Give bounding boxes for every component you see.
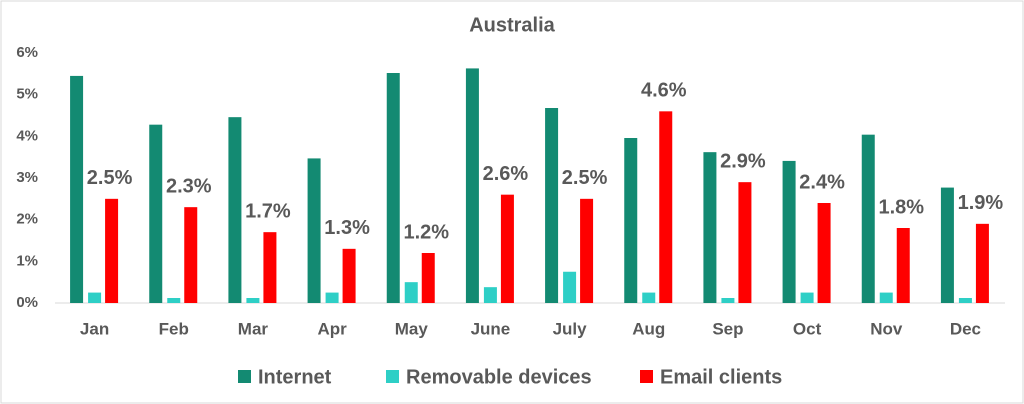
bar bbox=[782, 160, 796, 303]
x-tick-label: Dec bbox=[950, 319, 981, 338]
bar bbox=[500, 194, 514, 303]
bar bbox=[975, 223, 989, 303]
data-label: 2.4% bbox=[799, 171, 845, 193]
bar bbox=[879, 292, 893, 303]
bar bbox=[70, 75, 84, 304]
data-label: 1.8% bbox=[878, 196, 924, 218]
data-label: 2.3% bbox=[166, 175, 212, 197]
chart-title: Australia bbox=[469, 14, 555, 36]
bar bbox=[580, 198, 594, 303]
data-label: 2.5% bbox=[87, 167, 133, 189]
bar bbox=[861, 134, 875, 303]
bar bbox=[167, 298, 181, 303]
data-label: 2.9% bbox=[720, 150, 766, 172]
bar bbox=[703, 152, 717, 303]
legend-label: Internet bbox=[258, 366, 332, 388]
data-label: 4.6% bbox=[641, 80, 687, 102]
y-tick-label: 6% bbox=[16, 44, 38, 61]
y-tick-label: 1% bbox=[16, 252, 38, 269]
x-tick-label: Mar bbox=[238, 319, 269, 338]
x-tick-label: Jan bbox=[80, 319, 109, 338]
x-tick-label: May bbox=[395, 319, 429, 338]
x-tick-label: Sep bbox=[712, 319, 743, 338]
bar bbox=[228, 117, 242, 304]
bar bbox=[721, 298, 735, 303]
bar bbox=[404, 282, 418, 303]
y-tick-label: 2% bbox=[16, 211, 38, 228]
data-label: 1.3% bbox=[324, 217, 370, 239]
bar bbox=[545, 108, 559, 303]
bar bbox=[307, 158, 321, 303]
x-tick-label: June bbox=[471, 319, 511, 338]
data-label: 1.7% bbox=[245, 200, 291, 222]
y-tick-label: 0% bbox=[16, 294, 38, 311]
bar bbox=[325, 292, 339, 303]
bar bbox=[483, 287, 497, 303]
bar bbox=[896, 228, 910, 303]
legend-swatch bbox=[640, 370, 653, 383]
bar bbox=[817, 203, 831, 303]
bar bbox=[342, 248, 356, 303]
x-tick-label: Feb bbox=[159, 319, 189, 338]
x-tick-label: July bbox=[553, 319, 588, 338]
bar bbox=[88, 292, 102, 303]
bar bbox=[149, 124, 163, 304]
legend-swatch bbox=[386, 370, 399, 383]
bar bbox=[421, 253, 435, 303]
legend-label: Email clients bbox=[660, 366, 782, 388]
bar bbox=[386, 73, 400, 303]
legend-swatch bbox=[238, 370, 251, 383]
bar bbox=[659, 111, 673, 303]
bar bbox=[738, 182, 752, 303]
legend-label: Removable devices bbox=[406, 366, 592, 388]
x-tick-label: Apr bbox=[317, 319, 347, 338]
data-label: 1.9% bbox=[958, 192, 1004, 214]
x-tick-label: Nov bbox=[870, 319, 903, 338]
data-label: 2.6% bbox=[483, 163, 529, 185]
bar bbox=[958, 298, 972, 303]
bar bbox=[184, 207, 198, 303]
bar bbox=[263, 232, 277, 303]
y-tick-label: 4% bbox=[16, 127, 38, 144]
bar bbox=[642, 292, 656, 303]
data-label: 2.5% bbox=[562, 167, 608, 189]
x-tick-label: Aug bbox=[632, 319, 665, 338]
bar bbox=[624, 138, 638, 303]
bar bbox=[465, 68, 479, 304]
data-label: 1.2% bbox=[403, 221, 449, 243]
y-tick-label: 5% bbox=[16, 86, 38, 103]
bar bbox=[105, 198, 119, 303]
bar bbox=[246, 298, 260, 303]
x-tick-label: Oct bbox=[793, 319, 822, 338]
bar bbox=[563, 271, 577, 303]
y-tick-label: 3% bbox=[16, 169, 38, 186]
bar bbox=[800, 292, 814, 303]
bar bbox=[940, 187, 954, 303]
